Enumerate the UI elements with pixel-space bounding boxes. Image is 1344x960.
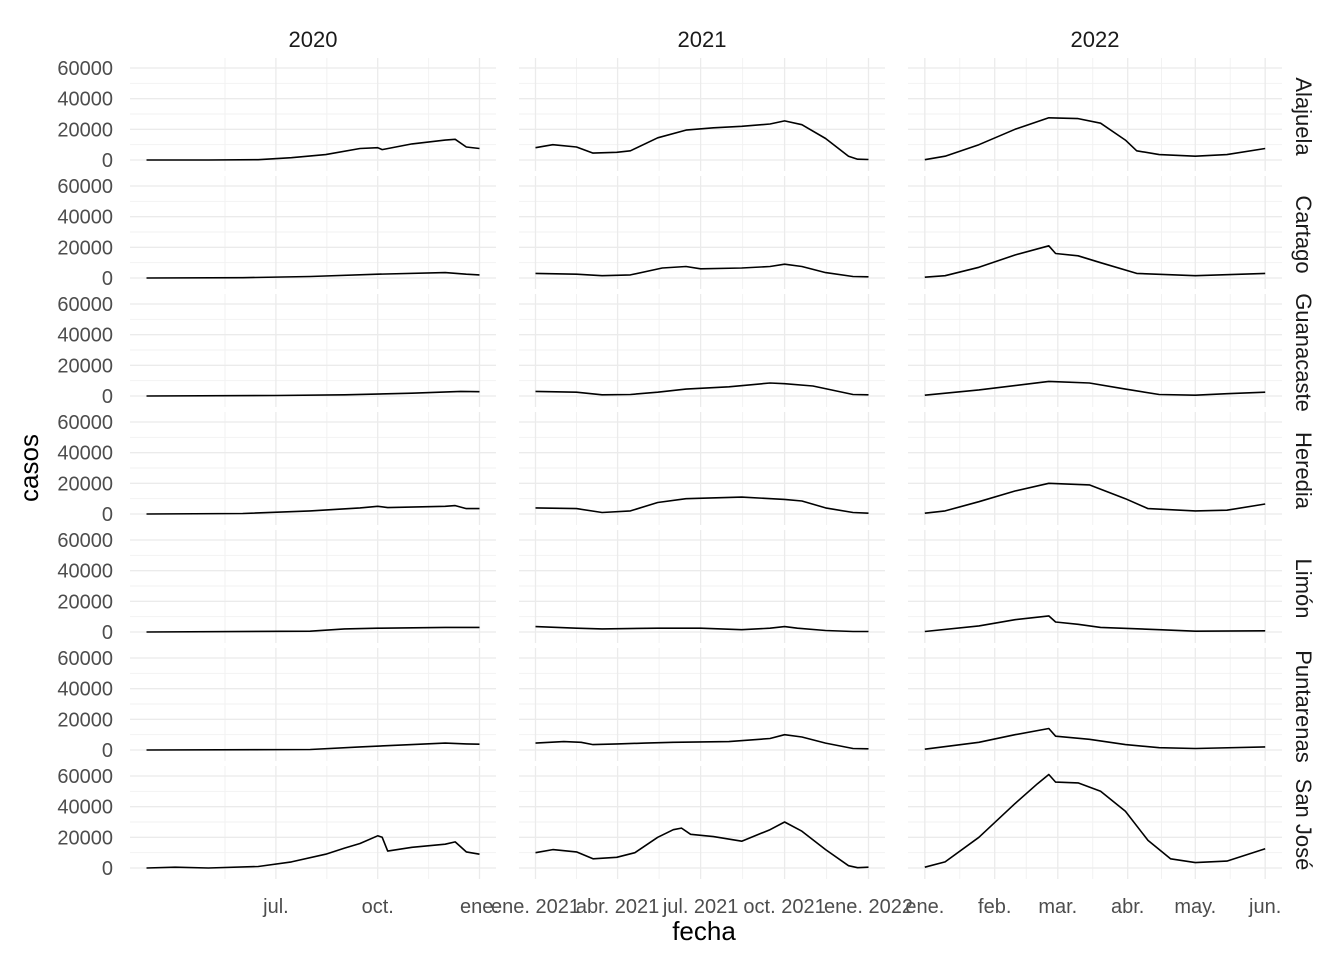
- x-axis-title: fecha: [672, 916, 736, 946]
- y-tick-label: 60000: [57, 530, 113, 552]
- y-tick-label: 40000: [57, 207, 113, 229]
- series-line-heredia-2021: [535, 496, 869, 514]
- y-tick-label: 20000: [57, 237, 113, 259]
- column-strip-label: 2021: [678, 27, 727, 52]
- series-line-san-jose-2020: [146, 834, 480, 869]
- y-tick-label: 20000: [57, 591, 113, 613]
- series-line-cartago-2020: [146, 271, 480, 279]
- y-tick-label: 20000: [57, 473, 113, 495]
- series-line-san-jose-2022: [924, 773, 1266, 868]
- y-tick-label: 60000: [57, 412, 113, 434]
- x-tick-label: abr. 2021: [576, 896, 659, 918]
- y-tick-label: 0: [102, 622, 113, 644]
- row-strip-label: Guanacaste: [1291, 293, 1316, 412]
- x-tick-label: ene.: [460, 896, 499, 918]
- series-line-heredia-2022: [924, 482, 1266, 514]
- series-line-puntarenas-2020: [146, 742, 480, 751]
- x-tick-label: mar.: [1038, 896, 1077, 918]
- row-strip-label: Heredia: [1291, 432, 1316, 510]
- y-tick-label: 0: [102, 858, 113, 880]
- series-line-san-jose-2021: [535, 821, 869, 869]
- y-tick-label: 40000: [57, 443, 113, 465]
- column-strip-label: 2022: [1071, 27, 1120, 52]
- row-strip-labels: Alajuela Cartago Guanacaste Heredia Limón Pun…: [1291, 77, 1316, 870]
- x-tick-label: jun.: [1248, 896, 1281, 918]
- y-tick-label: 20000: [57, 827, 113, 849]
- y-tick-label: 40000: [57, 89, 113, 111]
- x-tick-label: oct.: [362, 896, 394, 918]
- y-tick-label: 40000: [57, 561, 113, 583]
- y-tick-label: 40000: [57, 325, 113, 347]
- x-tick-label: ene.: [905, 896, 944, 918]
- series-line-guanacaste-2022: [924, 380, 1266, 397]
- x-tick-label: may.: [1174, 896, 1216, 918]
- y-tick-label: 0: [102, 386, 113, 408]
- series-line-puntarenas-2022: [924, 727, 1266, 750]
- series-line-cartago-2022: [924, 245, 1266, 278]
- label-layer: 0 20000 40000 60000 0 20000 40000 60000 0 20000 40…: [57, 27, 1316, 918]
- series-line-alajuela-2021: [535, 120, 869, 161]
- y-tick-label: 0: [102, 150, 113, 172]
- x-tick-label: jul.: [262, 896, 289, 918]
- y-tick-label: 20000: [57, 709, 113, 731]
- series-line-limon-2020: [146, 626, 480, 633]
- y-tick-label: 60000: [57, 294, 113, 316]
- series-line-heredia-2020: [146, 504, 480, 515]
- series-line-alajuela-2022: [924, 117, 1266, 161]
- series-line-puntarenas-2021: [535, 733, 869, 750]
- y-tick-label: 60000: [57, 766, 113, 788]
- x-tick-label: jul. 2021: [662, 896, 739, 918]
- y-tick-label: 0: [102, 740, 113, 762]
- series-line-cartago-2021: [535, 263, 869, 278]
- series-line-limon-2022: [924, 615, 1266, 633]
- y-tick-label: 60000: [57, 648, 113, 670]
- y-tick-label: 40000: [57, 679, 113, 701]
- y-tick-label: 60000: [57, 58, 113, 80]
- column-strip-label: 2020: [289, 27, 338, 52]
- x-tick-label: abr.: [1111, 896, 1144, 918]
- row-strip-label: Cartago: [1291, 195, 1316, 273]
- series-line-guanacaste-2021: [535, 382, 869, 396]
- row-strip-label: Puntarenas: [1291, 650, 1316, 763]
- row-strip-label: Alajuela: [1291, 77, 1316, 156]
- y-tick-label: 0: [102, 504, 113, 526]
- y-tick-label: 40000: [57, 797, 113, 819]
- series-layer: [146, 117, 1266, 869]
- series-line-alajuela-2020: [146, 138, 480, 161]
- y-tick-label: 20000: [57, 355, 113, 377]
- y-tick-label: 0: [102, 268, 113, 290]
- y-tick-label: 20000: [57, 119, 113, 141]
- grid-layer: [130, 58, 1282, 879]
- series-line-limon-2021: [535, 625, 869, 633]
- x-tick-label: feb.: [978, 896, 1011, 918]
- x-tick-label: ene. 2021: [491, 896, 580, 918]
- row-strip-label: San José: [1291, 779, 1316, 871]
- x-tick-label: oct. 2021: [743, 896, 825, 918]
- series-line-guanacaste-2020: [146, 390, 480, 397]
- y-axis-title: casos: [14, 434, 44, 502]
- y-tick-label: 60000: [57, 176, 113, 198]
- row-strip-label: Limón: [1291, 559, 1316, 619]
- x-tick-label: ene. 2022: [824, 896, 913, 918]
